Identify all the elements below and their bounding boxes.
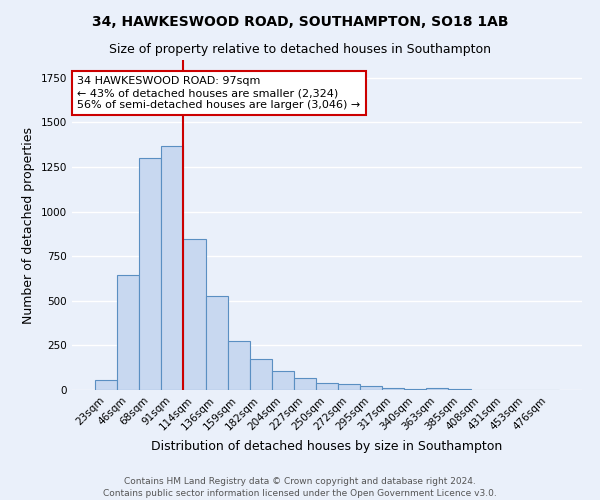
Bar [250,359,272,390]
Bar [117,275,139,390]
Bar [338,384,360,390]
Text: 34, HAWKESWOOD ROAD, SOUTHAMPTON, SO18 1AB: 34, HAWKESWOOD ROAD, SOUTHAMPTON, SO18 1… [92,15,508,29]
Bar [427,388,448,390]
Bar [206,296,227,390]
Text: Contains public sector information licensed under the Open Government Licence v3: Contains public sector information licen… [103,489,497,498]
Bar [404,388,427,390]
Bar [382,388,404,390]
Bar [139,158,161,390]
Text: Contains HM Land Registry data © Crown copyright and database right 2024.: Contains HM Land Registry data © Crown c… [124,478,476,486]
Bar [448,388,470,390]
Bar [272,372,294,390]
Bar [227,341,250,390]
Bar [294,378,316,390]
Bar [95,380,117,390]
Bar [360,386,382,390]
Text: Size of property relative to detached houses in Southampton: Size of property relative to detached ho… [109,42,491,56]
Bar [316,383,338,390]
Y-axis label: Number of detached properties: Number of detached properties [22,126,35,324]
Text: 34 HAWKESWOOD ROAD: 97sqm
← 43% of detached houses are smaller (2,324)
56% of se: 34 HAWKESWOOD ROAD: 97sqm ← 43% of detac… [77,76,361,110]
Bar [184,240,206,390]
X-axis label: Distribution of detached houses by size in Southampton: Distribution of detached houses by size … [151,440,503,453]
Bar [161,146,184,390]
